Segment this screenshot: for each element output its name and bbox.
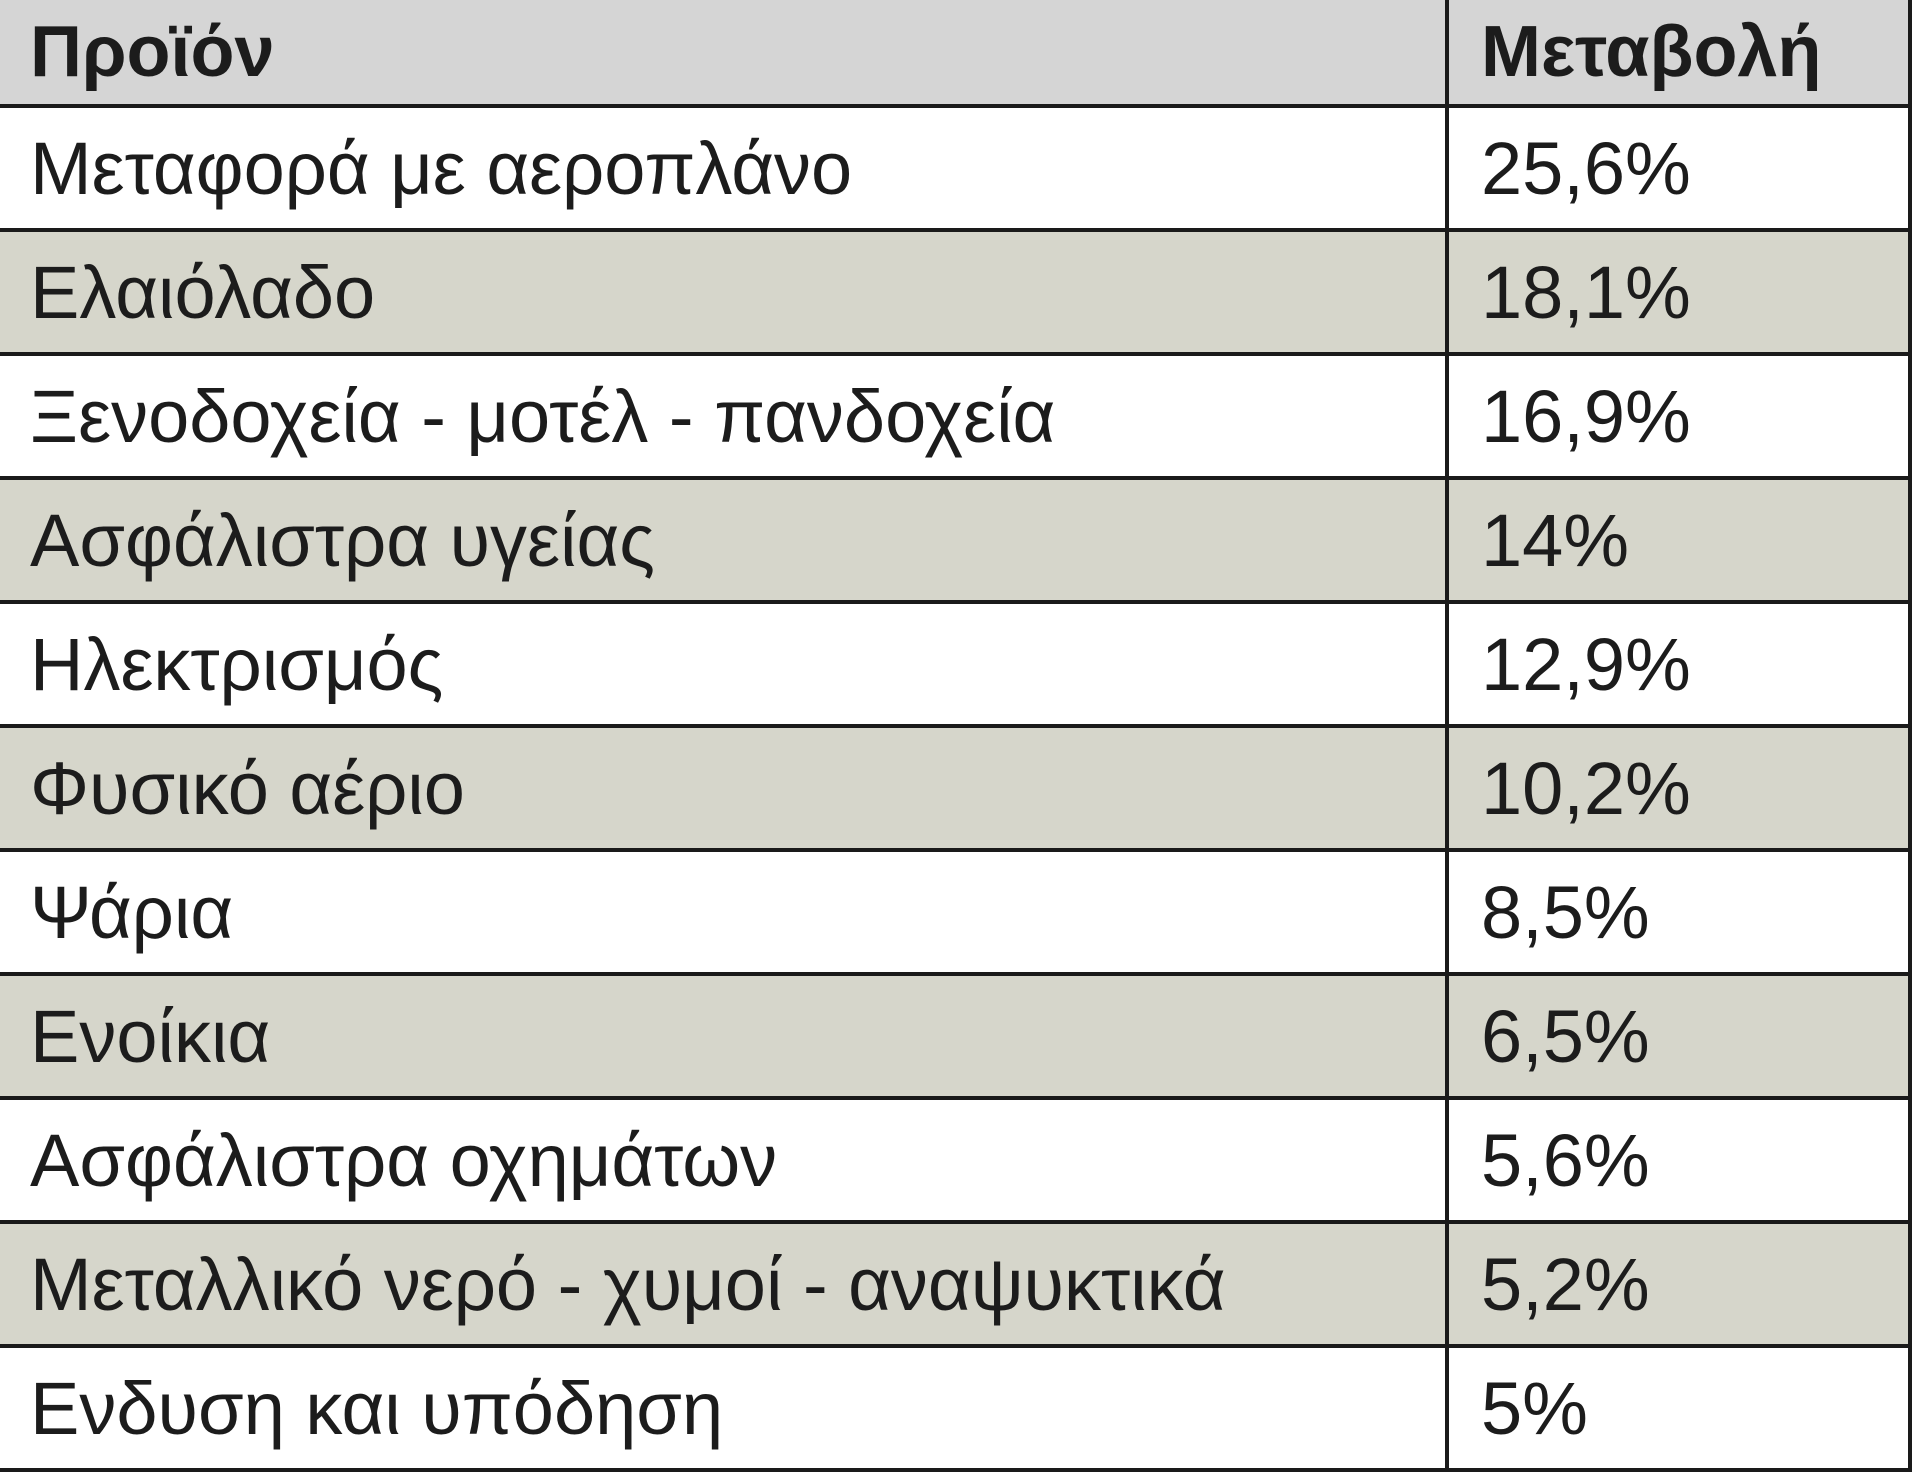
change-cell: 14% <box>1445 476 1912 604</box>
product-cell: Ηλεκτρισμός <box>0 600 1449 728</box>
table-row: Φυσικό αέριο 10,2% <box>0 724 1912 852</box>
product-cell: Ξενοδοχεία - μοτέλ - πανδοχεία <box>0 352 1449 480</box>
table-body: Μεταφορά με αεροπλάνο 25,6% Ελαιόλαδο 18,1%… <box>0 104 1912 1472</box>
table-row: Ασφάλιστρα οχημάτων 5,6% <box>0 1096 1912 1224</box>
product-cell: Ασφάλιστρα οχημάτων <box>0 1096 1449 1224</box>
product-cell: Ελαιόλαδο <box>0 228 1449 356</box>
table-row: Ενοίκια 6,5% <box>0 972 1912 1100</box>
change-cell: 18,1% <box>1445 228 1912 356</box>
table-row: Ελαιόλαδο 18,1% <box>0 228 1912 356</box>
table-row: Μεταφορά με αεροπλάνο 25,6% <box>0 104 1912 232</box>
change-cell: 10,2% <box>1445 724 1912 852</box>
product-cell: Μεταφορά με αεροπλάνο <box>0 104 1449 232</box>
change-cell: 25,6% <box>1445 104 1912 232</box>
product-cell: Φυσικό αέριο <box>0 724 1449 852</box>
change-cell: 5% <box>1445 1344 1912 1472</box>
table-row: Ηλεκτρισμός 12,9% <box>0 600 1912 728</box>
table-row: Μεταλλικό νερό - χυμοί - αναψυκτικά 5,2% <box>0 1220 1912 1348</box>
change-cell: 5,6% <box>1445 1096 1912 1224</box>
product-cell: Ενδυση και υπόδηση <box>0 1344 1449 1472</box>
table-row: Ψάρια 8,5% <box>0 848 1912 976</box>
table-row: Ασφάλιστρα υγείας 14% <box>0 476 1912 604</box>
change-cell: 16,9% <box>1445 352 1912 480</box>
product-cell: Μεταλλικό νερό - χυμοί - αναψυκτικά <box>0 1220 1449 1348</box>
product-cell: Ψάρια <box>0 848 1449 976</box>
header-cell: Προϊόν <box>0 0 1449 108</box>
change-cell: 6,5% <box>1445 972 1912 1100</box>
table-row: Ξενοδοχεία - μοτέλ - πανδοχεία 16,9% <box>0 352 1912 480</box>
header-cell: Μεταβολή <box>1445 0 1912 108</box>
table-head: Προϊόν Μεταβολή <box>0 0 1912 108</box>
change-cell: 8,5% <box>1445 848 1912 976</box>
change-cell: 12,9% <box>1445 600 1912 728</box>
header-row: Προϊόν Μεταβολή <box>0 0 1912 108</box>
table-row: Ενδυση και υπόδηση 5% <box>0 1344 1912 1472</box>
change-cell: 5,2% <box>1445 1220 1912 1348</box>
product-cell: Ενοίκια <box>0 972 1449 1100</box>
product-cell: Ασφάλιστρα υγείας <box>0 476 1449 604</box>
